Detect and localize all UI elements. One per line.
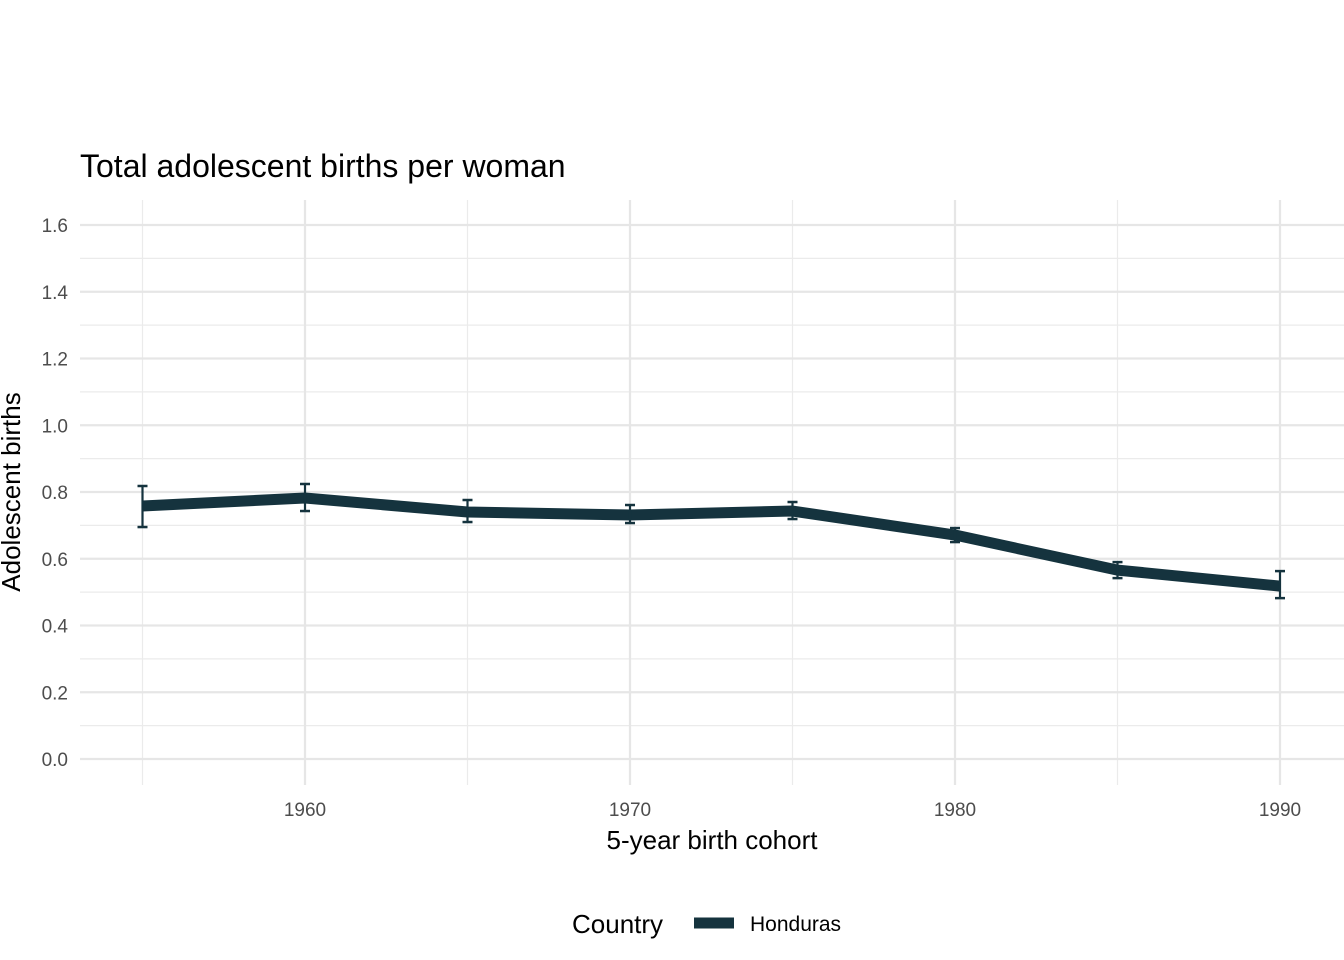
error-bar [787, 500, 798, 521]
y-tick-label: 0.0 [42, 750, 68, 771]
legend-title: Country [572, 909, 663, 939]
y-tick-label: 1.0 [42, 416, 68, 437]
chart-title: Total adolescent births per woman [80, 148, 566, 184]
x-axis-label: 5-year birth cohort [607, 825, 819, 855]
legend-label-honduras: Honduras [750, 913, 841, 936]
error-bar [625, 503, 635, 525]
y-tick-label: 0.8 [42, 483, 68, 504]
series [137, 482, 1285, 600]
x-tick-label: 1970 [609, 800, 651, 821]
y-tick-labels: 0.0 0.2 0.4 0.6 0.8 1.0 1.2 1.4 1.6 [42, 216, 69, 771]
x-tick-label: 1990 [1259, 800, 1301, 821]
x-tick-label: 1960 [284, 800, 326, 821]
error-bar [1275, 569, 1285, 600]
legend: Country Honduras [572, 909, 841, 939]
x-tick-labels: 1960 1970 1980 1990 [284, 800, 1301, 821]
error-bar [950, 526, 960, 544]
x-tick-label: 1980 [934, 800, 976, 821]
error-bar [137, 484, 148, 529]
y-tick-label: 0.6 [42, 550, 68, 571]
series-line-honduras [142, 492, 1281, 592]
y-axis-label: Adolescent births [0, 392, 26, 591]
y-tick-label: 1.4 [42, 283, 69, 304]
error-bar [300, 482, 310, 513]
error-bar [462, 498, 473, 524]
y-tick-label: 0.2 [42, 683, 68, 704]
y-tick-label: 0.4 [42, 617, 69, 638]
y-tick-label: 1.6 [42, 216, 68, 237]
grid [80, 200, 1344, 785]
y-tick-label: 1.2 [42, 350, 68, 371]
error-bar [1112, 560, 1123, 580]
